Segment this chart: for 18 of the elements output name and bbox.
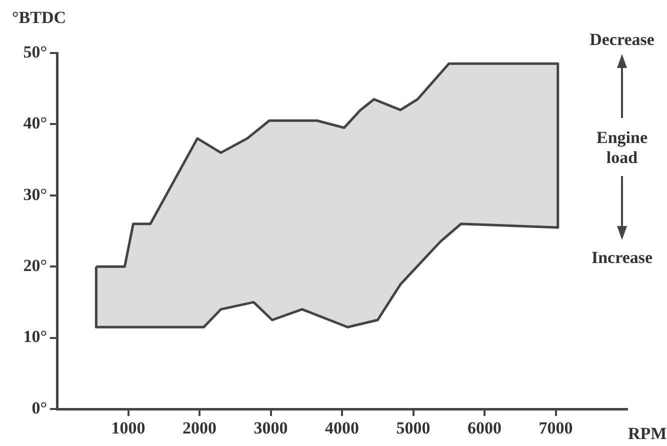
annotation: Increase bbox=[590, 248, 654, 268]
x-tick-label: 3000 bbox=[254, 418, 288, 438]
annotation: Engine load bbox=[595, 128, 649, 168]
y-tick-label: 50° bbox=[23, 42, 47, 62]
x-tick-label: 4000 bbox=[325, 418, 359, 438]
y-tick-label: 20° bbox=[23, 256, 47, 275]
y-tick-label: 0° bbox=[32, 398, 47, 418]
y-tick-label: 40° bbox=[23, 114, 47, 133]
y-axis-title: °BTDC bbox=[12, 8, 66, 28]
x-tick-label: 6000 bbox=[468, 418, 502, 438]
x-tick-label: 2000 bbox=[182, 418, 216, 438]
x-axis-title: RPM bbox=[628, 424, 667, 444]
x-tick-label: 7000 bbox=[538, 418, 573, 438]
text: Decrease bbox=[588, 30, 656, 50]
x-tick-label: 5000 bbox=[396, 418, 430, 438]
y-tick-label: 30° bbox=[23, 184, 47, 204]
y-tick-label: 10° bbox=[23, 327, 47, 346]
x-tick-label: 1000 bbox=[111, 418, 146, 438]
